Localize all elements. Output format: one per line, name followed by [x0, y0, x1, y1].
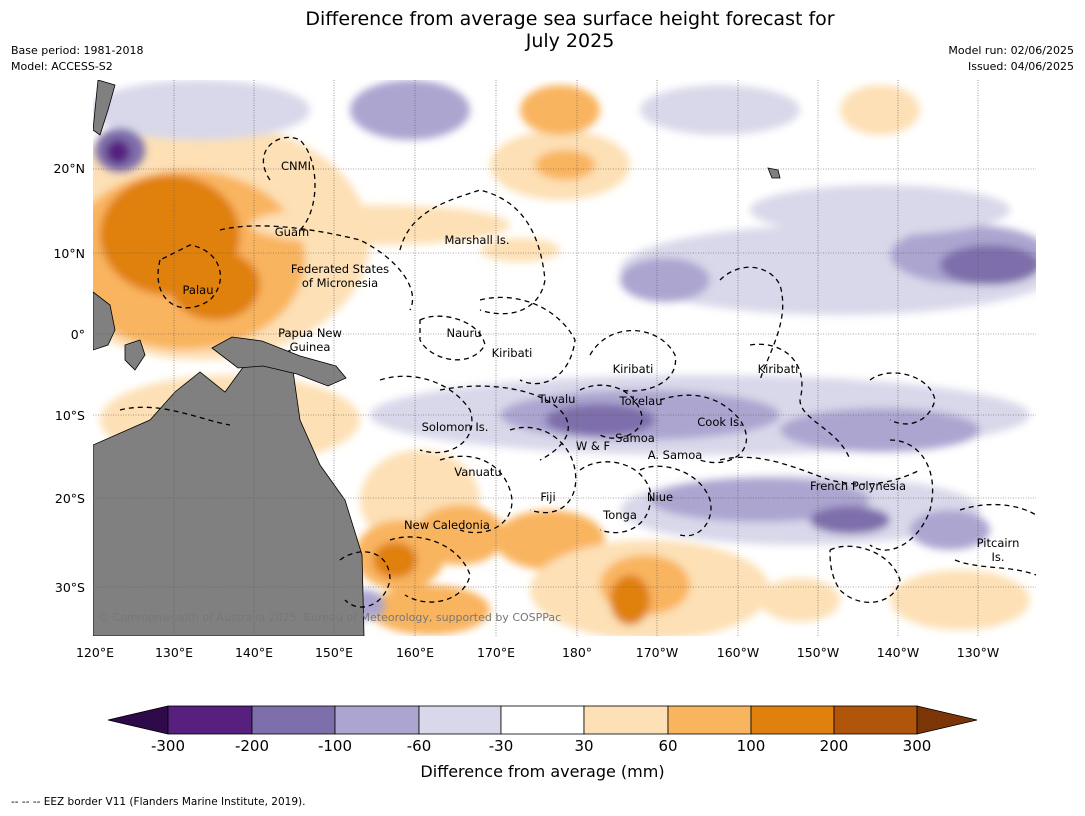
- colorbar-bin: [418, 705, 502, 735]
- colorbar-bin: [583, 705, 669, 735]
- label-kiribati-central: Kiribati: [613, 362, 654, 376]
- label-tuvalu: Tuvalu: [538, 392, 576, 406]
- eez-borders: [119, 136, 1036, 608]
- model-name: Model: ACCESS-S2: [11, 60, 113, 73]
- colorbar-bin: [833, 705, 918, 735]
- map-panel: CNMI Guam Marshall Is. Federated States …: [93, 80, 1036, 636]
- label-nauru: Nauru: [447, 326, 482, 340]
- label-wallis-futuna: W & F: [576, 439, 610, 453]
- copyright-notice: © Commonwealth of Australia 2025, Bureau…: [98, 611, 561, 624]
- lon-label: 150°E: [315, 645, 353, 660]
- label-niue: Niue: [647, 490, 673, 504]
- model-run: Model run: 02/06/2025: [948, 44, 1074, 57]
- lat-label: 10°S: [55, 408, 85, 423]
- label-fiji: Fiji: [540, 490, 555, 504]
- philippines-landmass: [93, 80, 116, 136]
- lon-label: 160°W: [717, 645, 759, 660]
- colorbar-label: Difference from average (mm): [420, 762, 665, 781]
- lon-label: 120°E: [76, 645, 114, 660]
- colorbar-tick: 300: [903, 737, 932, 755]
- colorbar-tick: -30: [489, 737, 514, 755]
- issued-date: Issued: 04/06/2025: [967, 60, 1074, 73]
- longitude-labels: 120°E 130°E 140°E 150°E 160°E 170°E 180°…: [76, 645, 999, 660]
- title-line-2: July 2025: [525, 30, 615, 52]
- label-tonga: Tonga: [602, 508, 637, 522]
- lat-label: 20°N: [53, 161, 85, 176]
- lat-label: 10°N: [53, 246, 85, 261]
- region-labels: CNMI Guam Marshall Is. Federated States …: [183, 159, 1020, 564]
- colorbar-tick: -200: [235, 737, 269, 755]
- colorbar-extend-high: [916, 705, 978, 735]
- lon-label: 130°E: [155, 645, 193, 660]
- colorbar: [107, 705, 978, 735]
- lon-label: 140°E: [235, 645, 273, 660]
- colorbar-bin: [667, 705, 752, 735]
- colorbar-tick: -100: [318, 737, 352, 755]
- label-palau: Palau: [183, 283, 214, 297]
- latitude-labels: 20°N 10°N 0° 10°S 20°S 30°S: [53, 161, 85, 595]
- colorbar-tick: -300: [151, 737, 185, 755]
- lon-label: 180°: [562, 645, 592, 660]
- label-new-caledonia: New Caledonia: [404, 518, 490, 532]
- colorbar-tick: 60: [658, 737, 677, 755]
- label-pitcairn-2: Is.: [991, 550, 1004, 564]
- label-fsm-2: of Micronesia: [302, 276, 378, 290]
- label-kiribati-east: Kiribati: [758, 362, 799, 376]
- lon-label: 130°W: [957, 645, 999, 660]
- new-guinea-landmass: [211, 336, 347, 387]
- colorbar-bin: [251, 705, 336, 735]
- colorbar-bin: [500, 705, 585, 735]
- lon-label: 170°W: [636, 645, 678, 660]
- map-title: Difference from average sea surface heig…: [250, 8, 890, 52]
- land-masses: [93, 80, 781, 636]
- label-kiribati-west: Kiribati: [492, 346, 533, 360]
- sulawesi-landmass: [124, 339, 146, 371]
- label-solomon: Solomon Is.: [422, 420, 489, 434]
- colorbar-tick: -60: [407, 737, 432, 755]
- lon-label: 140°W: [877, 645, 919, 660]
- colorbar-bin: [167, 705, 253, 735]
- colorbar-tick: 100: [737, 737, 766, 755]
- colorbar-bin: [334, 705, 420, 735]
- colorbar-ticks: -300 -200 -100 -60 -30 30 60 100 200 300: [151, 737, 931, 755]
- meta-right: Model run: 02/06/2025 Issued: 04/06/2025: [948, 43, 1074, 75]
- label-pitcairn-1: Pitcairn: [977, 536, 1020, 550]
- label-samoa: Samoa: [615, 431, 655, 445]
- title-line-1: Difference from average sea surface heig…: [305, 8, 835, 30]
- label-french-polynesia: French Polynesia: [810, 479, 906, 493]
- label-guam: Guam: [275, 225, 309, 239]
- colorbar-tick: 200: [820, 737, 849, 755]
- meta-left: Base period: 1981-2018 Model: ACCESS-S2: [11, 43, 143, 75]
- lon-label: 170°E: [477, 645, 515, 660]
- label-png-1: Papua New: [278, 326, 342, 340]
- eez-footnote: -- -- -- EEZ border V11 (Flanders Marine…: [11, 796, 306, 808]
- lon-label: 150°W: [797, 645, 839, 660]
- label-cook: Cook Is.: [697, 415, 742, 429]
- colorbar-extend-low: [107, 705, 169, 735]
- hawaii-islands: [767, 167, 781, 179]
- colorbar-tick: 30: [574, 737, 593, 755]
- label-tokelau: Tokelau: [619, 394, 663, 408]
- label-cnmi: CNMI: [281, 159, 311, 173]
- label-fsm-1: Federated States: [291, 262, 389, 276]
- colorbar-bin: [750, 705, 835, 735]
- lon-label: 160°E: [396, 645, 434, 660]
- label-png-2: Guinea: [290, 340, 331, 354]
- australia-landmass: [93, 349, 365, 636]
- label-marshall: Marshall Is.: [444, 233, 509, 247]
- label-vanuatu: Vanuatu: [454, 465, 501, 479]
- lat-label: 30°S: [55, 580, 85, 595]
- lat-label: 0°: [71, 327, 85, 342]
- base-period: Base period: 1981-2018: [11, 44, 144, 57]
- label-american-samoa: A. Samoa: [648, 448, 703, 462]
- lat-label: 20°S: [55, 491, 85, 506]
- graticule: [93, 80, 1036, 636]
- borneo-landmass: [93, 291, 116, 351]
